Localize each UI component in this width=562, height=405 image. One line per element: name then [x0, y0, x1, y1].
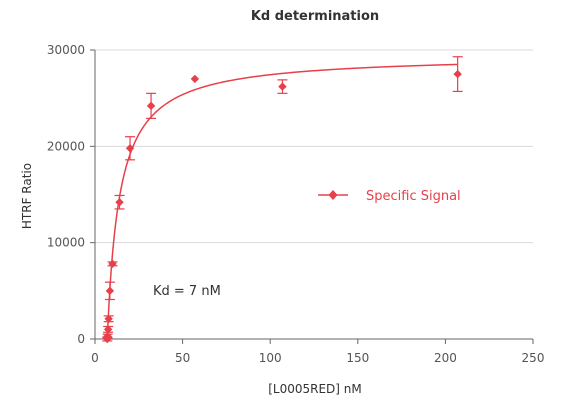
x-tick-label: 100 — [259, 351, 282, 365]
axes-layer: 0 10000 20000 30000 0 50 100 150 200 250 — [47, 43, 545, 365]
x-axis-label: [L0005RED] nM — [268, 382, 362, 396]
chart-title: Kd determination — [251, 9, 379, 24]
x-tick-label: 50 — [175, 351, 190, 365]
y-tick-label: 0 — [77, 332, 85, 346]
legend-label: Specific Signal — [366, 189, 461, 204]
fit-layer — [106, 63, 458, 340]
data-point — [115, 198, 124, 207]
fit-curve — [106, 63, 458, 340]
data-point — [104, 314, 113, 323]
legend: Specific Signal — [318, 189, 461, 204]
data-point — [146, 101, 156, 111]
x-tick-label: 200 — [434, 351, 457, 365]
y-axis-label: HTRF Ratio — [20, 163, 34, 229]
y-tick-label: 10000 — [47, 236, 85, 250]
y-tick-label: 20000 — [47, 139, 85, 153]
x-tick-label: 0 — [91, 351, 99, 365]
data-point — [108, 259, 117, 269]
grid-layer — [95, 49, 533, 244]
data-point — [278, 82, 287, 91]
x-tick-label: 250 — [522, 351, 545, 365]
y-tick-label: 30000 — [47, 43, 85, 57]
points-layer — [102, 56, 463, 344]
data-point — [105, 286, 115, 296]
data-point — [125, 144, 135, 153]
data-point — [103, 325, 113, 334]
x-tick-label: 150 — [346, 351, 369, 365]
data-point — [453, 69, 462, 79]
data-point — [103, 331, 112, 341]
legend-marker — [328, 190, 338, 200]
kd-annotation: Kd = 7 nM — [153, 284, 221, 299]
data-point — [190, 74, 200, 84]
